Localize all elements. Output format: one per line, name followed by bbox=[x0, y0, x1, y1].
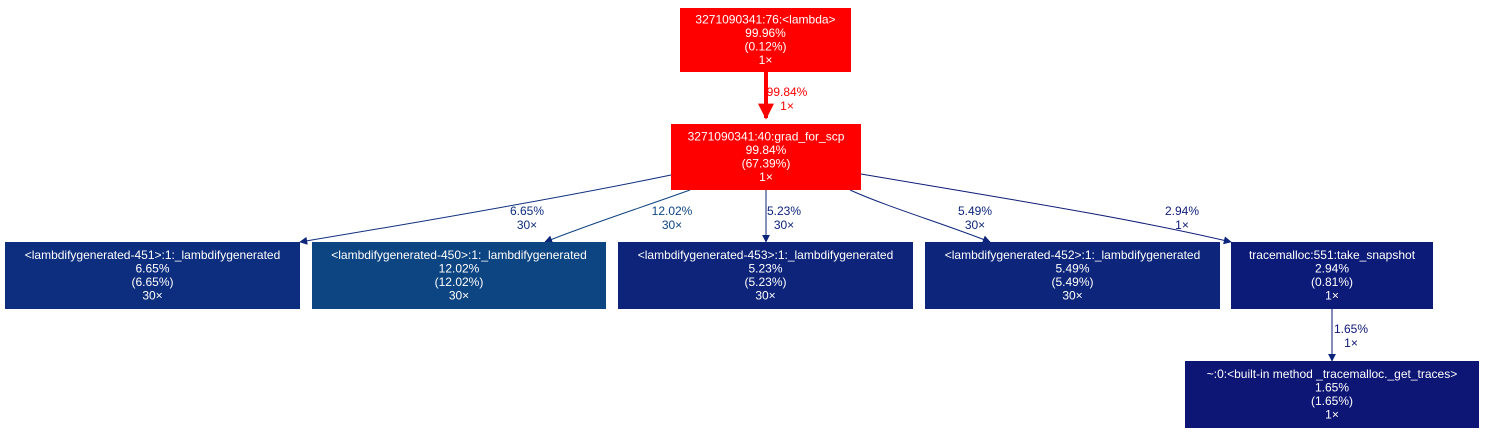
node-calls: 1× bbox=[759, 53, 773, 67]
edge-calls-label: 1× bbox=[1344, 336, 1358, 350]
edge-grad-to-lg452: 5.49%30× bbox=[849, 189, 992, 244]
node-box bbox=[1231, 242, 1433, 309]
node-self-percent: (6.65%) bbox=[131, 275, 173, 289]
node-total-percent: 12.02% bbox=[439, 262, 480, 276]
node-calls: 30× bbox=[755, 289, 775, 303]
node-self-percent: (5.23%) bbox=[744, 275, 786, 289]
nodes: 3271090341:76:<lambda>99.96%(0.12%)1×327… bbox=[5, 8, 1479, 428]
edge-percent-label: 12.02% bbox=[652, 204, 693, 218]
node-function-name: tracemalloc:551:take_snapshot bbox=[1249, 248, 1416, 262]
edge-line bbox=[544, 189, 691, 244]
node-function-name: <lambdifygenerated-453>:1:_lambdifygener… bbox=[638, 248, 894, 262]
edge-line bbox=[849, 189, 991, 244]
node-lambda: 3271090341:76:<lambda>99.96%(0.12%)1× bbox=[680, 8, 851, 72]
node-total-percent: 99.96% bbox=[745, 26, 786, 40]
node-calls: 30× bbox=[1062, 289, 1082, 303]
node-total-percent: 1.65% bbox=[1315, 381, 1349, 395]
edge-calls-label: 30× bbox=[517, 218, 537, 232]
node-self-percent: (67.39%) bbox=[742, 157, 791, 171]
edge-calls-label: 1× bbox=[780, 99, 794, 113]
node-total-percent: 5.23% bbox=[748, 262, 782, 276]
edge-grad-to-lg450: 12.02%30× bbox=[544, 189, 693, 244]
node-snapshot: tracemalloc:551:take_snapshot2.94%(0.81%… bbox=[1231, 242, 1433, 309]
node-lg453: <lambdifygenerated-453>:1:_lambdifygener… bbox=[618, 242, 913, 309]
node-self-percent: (12.02%) bbox=[435, 275, 484, 289]
node-total-percent: 99.84% bbox=[746, 143, 787, 157]
node-lg450: <lambdifygenerated-450>:1:_lambdifygener… bbox=[312, 242, 606, 309]
node-function-name: <lambdifygenerated-451>:1:_lambdifygener… bbox=[25, 248, 281, 262]
node-grad: 3271090341:40:grad_for_scp99.84%(67.39%)… bbox=[671, 124, 861, 190]
edge-calls-label: 30× bbox=[965, 218, 985, 232]
node-box bbox=[925, 242, 1220, 309]
node-box bbox=[680, 8, 851, 72]
node-function-name: 3271090341:76:<lambda> bbox=[695, 13, 835, 27]
node-calls: 30× bbox=[142, 289, 162, 303]
edge-snapshot-to-traces: 1.65%1× bbox=[1328, 309, 1368, 362]
node-calls: 1× bbox=[759, 170, 773, 184]
edge-lambda-to-grad: 99.84%1× bbox=[758, 72, 808, 120]
node-calls: 1× bbox=[1325, 408, 1339, 422]
node-box bbox=[312, 242, 606, 309]
node-lg451: <lambdifygenerated-451>:1:_lambdifygener… bbox=[5, 242, 300, 309]
node-function-name: 3271090341:40:grad_for_scp bbox=[688, 130, 845, 144]
node-self-percent: (1.65%) bbox=[1311, 394, 1353, 408]
node-box bbox=[1185, 361, 1479, 428]
node-total-percent: 5.49% bbox=[1055, 262, 1089, 276]
edge-line bbox=[860, 173, 1232, 245]
node-lg452: <lambdifygenerated-452>:1:_lambdifygener… bbox=[925, 242, 1220, 309]
node-calls: 1× bbox=[1325, 289, 1339, 303]
edges: 99.84%1×6.65%30×12.02%30×5.23%30×5.49%30… bbox=[299, 72, 1368, 362]
edge-percent-label: 1.65% bbox=[1334, 322, 1368, 336]
node-calls: 30× bbox=[449, 289, 469, 303]
edge-calls-label: 30× bbox=[662, 218, 682, 232]
edge-calls-label: 30× bbox=[774, 218, 794, 232]
node-self-percent: (5.49%) bbox=[1051, 275, 1093, 289]
edge-line bbox=[299, 174, 672, 245]
edge-percent-label: 5.49% bbox=[958, 204, 992, 218]
node-function-name: <lambdifygenerated-450>:1:_lambdifygener… bbox=[331, 248, 587, 262]
edge-grad-to-lg453: 5.23%30× bbox=[762, 190, 801, 243]
edge-percent-label: 6.65% bbox=[510, 204, 544, 218]
edge-percent-label: 99.84% bbox=[767, 85, 808, 99]
node-box bbox=[618, 242, 913, 309]
node-box bbox=[671, 124, 861, 190]
node-total-percent: 6.65% bbox=[135, 262, 169, 276]
node-self-percent: (0.12%) bbox=[744, 40, 786, 54]
edge-percent-label: 5.23% bbox=[767, 204, 801, 218]
node-traces: ~:0:<built-in method _tracemalloc._get_t… bbox=[1185, 361, 1479, 428]
edge-grad-to-lg451: 6.65%30× bbox=[299, 174, 672, 245]
node-function-name: ~:0:<built-in method _tracemalloc._get_t… bbox=[1207, 367, 1457, 381]
edge-calls-label: 1× bbox=[1175, 218, 1189, 232]
edge-grad-to-snapshot: 2.94%1× bbox=[860, 173, 1232, 245]
node-function-name: <lambdifygenerated-452>:1:_lambdifygener… bbox=[945, 248, 1201, 262]
edge-percent-label: 2.94% bbox=[1165, 204, 1199, 218]
node-box bbox=[5, 242, 300, 309]
node-self-percent: (0.81%) bbox=[1311, 275, 1353, 289]
node-total-percent: 2.94% bbox=[1315, 262, 1349, 276]
